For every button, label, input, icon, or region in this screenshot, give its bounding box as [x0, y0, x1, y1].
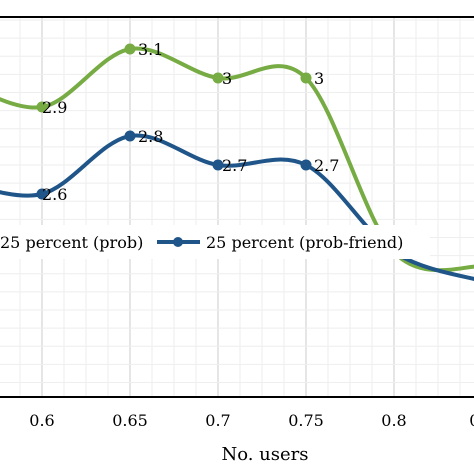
data-point — [124, 130, 136, 142]
data-label: 3 — [314, 69, 324, 88]
x-tick-labels: 0.6 0.65 0.7 0.75 0.8 0.8 — [29, 411, 474, 430]
x-tick-label: 0.6 — [29, 411, 54, 430]
data-point — [36, 188, 48, 200]
x-tick-label: 0.75 — [288, 411, 324, 430]
legend-marker-prob-friend — [173, 237, 183, 247]
data-label: 3.1 — [138, 40, 163, 59]
data-point — [36, 101, 48, 113]
data-point — [212, 72, 224, 84]
data-label: 2.8 — [138, 127, 163, 146]
data-point — [300, 72, 312, 84]
legend: 25 percent (prob) 25 percent (prob-frien… — [0, 225, 430, 259]
x-tick-label: 0.7 — [205, 411, 230, 430]
legend-label-prob: 25 percent (prob) — [0, 233, 143, 252]
x-tick-label: 0.65 — [112, 411, 148, 430]
x-axis-title: No. users — [221, 444, 308, 465]
data-label: 3 — [222, 69, 232, 88]
legend-label-prob-friend: 25 percent (prob-friend) — [206, 233, 403, 252]
data-label: 2.7 — [314, 156, 339, 175]
legend-background — [0, 225, 430, 259]
x-tick-label: 0.8 — [381, 411, 406, 430]
data-label: 2.9 — [42, 98, 67, 117]
data-point — [124, 43, 136, 55]
data-label: 2.7 — [222, 156, 247, 175]
x-tick-label: 0.8 — [469, 411, 474, 430]
data-point — [212, 159, 224, 171]
data-label: 2.6 — [42, 185, 67, 204]
grid — [0, 17, 474, 397]
data-point — [300, 159, 312, 171]
